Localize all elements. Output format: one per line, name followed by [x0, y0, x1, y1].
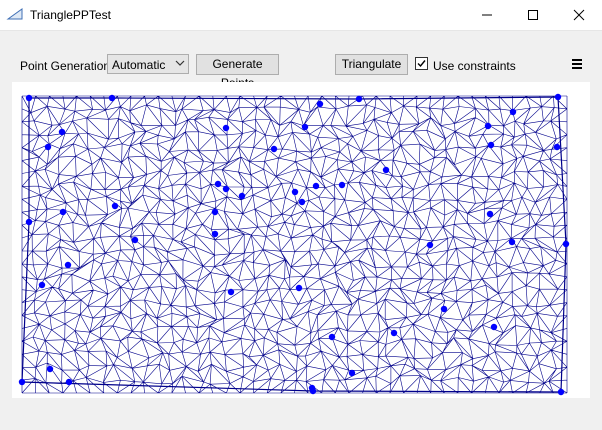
close-button[interactable] — [556, 0, 602, 30]
mesh-point — [64, 261, 72, 269]
mesh-point — [562, 240, 570, 248]
mesh-point — [59, 208, 67, 216]
mesh-point — [211, 208, 219, 216]
mesh-point — [301, 123, 309, 131]
mesh-point — [44, 143, 52, 151]
minimize-icon — [482, 14, 492, 16]
mesh-point — [553, 143, 561, 151]
mesh-point — [65, 378, 73, 386]
title-bar: TrianglePPTest — [0, 0, 602, 30]
mesh-point — [348, 369, 356, 377]
mesh-point — [58, 128, 66, 136]
mesh-edges — [21, 95, 568, 394]
mesh-point — [18, 378, 26, 386]
mesh-point — [487, 141, 495, 149]
toolbar: Point Generation Automatic Generate Poin… — [0, 38, 602, 90]
mesh-point — [227, 288, 235, 296]
mesh-point — [554, 93, 562, 101]
point-generation-label: Point Generation — [20, 59, 111, 73]
mesh-point — [426, 241, 434, 249]
mesh-point — [308, 384, 316, 392]
mesh-point — [295, 284, 303, 292]
mesh-point — [214, 180, 222, 188]
checkmark-icon — [417, 60, 426, 68]
mesh-point — [557, 388, 565, 396]
mesh-point — [328, 333, 336, 341]
mesh-point — [490, 323, 498, 331]
mesh-point — [270, 145, 278, 153]
mesh-point — [338, 181, 346, 189]
triangle-ruler-icon — [6, 8, 23, 20]
mesh-point — [508, 238, 516, 246]
triangulation-mesh — [18, 93, 570, 396]
minimize-button[interactable] — [464, 0, 510, 30]
status-area — [0, 398, 602, 430]
mesh-point — [440, 305, 448, 313]
maximize-icon — [528, 10, 538, 20]
triangulation-canvas[interactable] — [12, 82, 590, 398]
mesh-point — [390, 329, 398, 337]
mesh-point — [46, 365, 54, 373]
mesh-boundary — [21, 96, 567, 393]
point-generation-select[interactable]: Automatic — [107, 54, 189, 74]
mesh-point — [111, 202, 119, 210]
mesh-point — [484, 122, 492, 130]
maximize-button[interactable] — [510, 0, 556, 30]
use-constraints-label[interactable]: Use constraints — [433, 59, 516, 73]
mesh-point — [312, 182, 320, 190]
mesh-point — [211, 230, 219, 238]
mesh-point — [131, 236, 139, 244]
generate-points-button[interactable]: Generate Points — [196, 54, 279, 90]
mesh-point — [382, 166, 390, 174]
mesh-point — [291, 188, 299, 196]
mesh-point — [222, 124, 230, 132]
triangulate-button[interactable]: Triangulate — [335, 54, 408, 75]
mesh-point — [355, 95, 363, 103]
mesh-point — [108, 94, 116, 102]
close-icon — [573, 9, 585, 21]
mesh-point — [25, 94, 33, 102]
mesh-point — [25, 218, 33, 226]
mesh-point — [316, 100, 324, 108]
mesh-point — [38, 281, 46, 289]
hamburger-menu-icon[interactable] — [572, 59, 582, 69]
menu-strip — [0, 30, 602, 39]
window-title: TrianglePPTest — [30, 8, 111, 22]
mesh-point — [222, 185, 230, 193]
chevron-down-icon — [175, 60, 185, 66]
mesh-point — [509, 108, 517, 116]
point-generation-value: Automatic — [112, 58, 166, 72]
use-constraints-checkbox[interactable] — [415, 57, 428, 70]
mesh-point — [486, 210, 494, 218]
mesh-point — [238, 192, 246, 200]
mesh-point — [298, 198, 306, 206]
